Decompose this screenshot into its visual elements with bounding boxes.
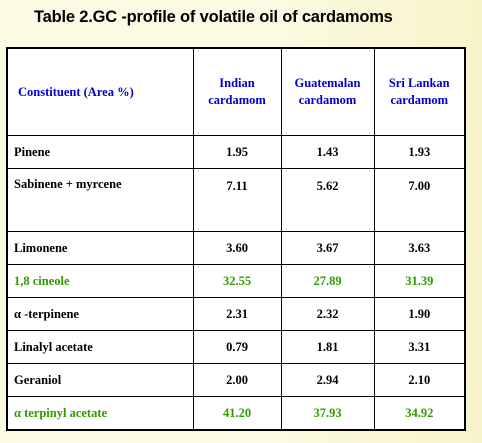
indian-value: 2.31 (192, 297, 282, 331)
srilankan-value: 2.10 (373, 363, 466, 397)
constituent-name: α -terpinene (6, 297, 194, 331)
guatemalan-value: 5.62 (280, 168, 375, 232)
indian-value: 1.95 (192, 135, 282, 169)
header-guatemalan-line2: cardamom (298, 93, 357, 107)
constituent-name: 1,8 cineole (6, 264, 194, 298)
guatemalan-value: 2.94 (280, 363, 375, 397)
guatemalan-value: 2.32 (280, 297, 375, 331)
table-row: α terpinyl acetate 41.20 37.93 34.92 (6, 396, 466, 431)
constituent-name: Limonene (6, 231, 194, 265)
guatemalan-value: 1.43 (280, 135, 375, 169)
indian-value: 41.20 (192, 396, 282, 431)
guatemalan-value: 37.93 (280, 396, 375, 431)
guatemalan-value: 1.81 (280, 330, 375, 364)
cardamom-gc-profile-table: Constituent (Area %) Indian cardamom Gua… (6, 47, 466, 431)
srilankan-value: 31.39 (373, 264, 466, 298)
table-row: α -terpinene 2.31 2.32 1.90 (6, 297, 466, 331)
table-header-row: Constituent (Area %) Indian cardamom Gua… (6, 47, 466, 136)
srilankan-value: 3.63 (373, 231, 466, 265)
table-row: 1,8 cineole 32.55 27.89 31.39 (6, 264, 466, 298)
header-indian: Indian cardamom (192, 47, 282, 136)
table-body: Pinene 1.95 1.43 1.93 Sabinene + myrcene 7.11… (6, 135, 466, 431)
srilankan-value: 7.00 (373, 168, 466, 232)
srilankan-value: 3.31 (373, 330, 466, 364)
header-indian-line1: Indian (219, 76, 255, 90)
header-srilankan-line2: cardamom (390, 93, 449, 107)
constituent-name: Sabinene + myrcene (6, 168, 194, 232)
constituent-name: α terpinyl acetate (6, 396, 194, 431)
header-srilankan-line1: Sri Lankan (388, 76, 450, 90)
indian-value: 3.60 (192, 231, 282, 265)
srilankan-value: 34.92 (373, 396, 466, 431)
constituent-name: Geraniol (6, 363, 194, 397)
header-indian-line2: cardamom (208, 93, 266, 107)
header-guatemalan-line1: Guatemalan (294, 76, 361, 90)
constituent-name: Linalyl acetate (6, 330, 194, 364)
header-constituent: Constituent (Area %) (6, 47, 194, 136)
table-row: Sabinene + myrcene 7.11 5.62 7.00 (6, 168, 466, 232)
header-srilankan: Sri Lankan cardamom (373, 47, 466, 136)
indian-value: 0.79 (192, 330, 282, 364)
srilankan-value: 1.90 (373, 297, 466, 331)
indian-value: 2.00 (192, 363, 282, 397)
page-title: Table 2.GC -profile of volatile oil of c… (34, 8, 393, 26)
indian-value: 32.55 (192, 264, 282, 298)
table-row: Linalyl acetate 0.79 1.81 3.31 (6, 330, 466, 364)
srilankan-value: 1.93 (373, 135, 466, 169)
table-row: Geraniol 2.00 2.94 2.10 (6, 363, 466, 397)
indian-value: 7.11 (192, 168, 282, 232)
header-constituent-label: Constituent (Area %) (18, 84, 134, 99)
constituent-name: Pinene (6, 135, 194, 169)
table-row: Pinene 1.95 1.43 1.93 (6, 135, 466, 169)
guatemalan-value: 3.67 (280, 231, 375, 265)
table-row: Limonene 3.60 3.67 3.63 (6, 231, 466, 265)
header-guatemalan: Guatemalan cardamom (280, 47, 375, 136)
guatemalan-value: 27.89 (280, 264, 375, 298)
